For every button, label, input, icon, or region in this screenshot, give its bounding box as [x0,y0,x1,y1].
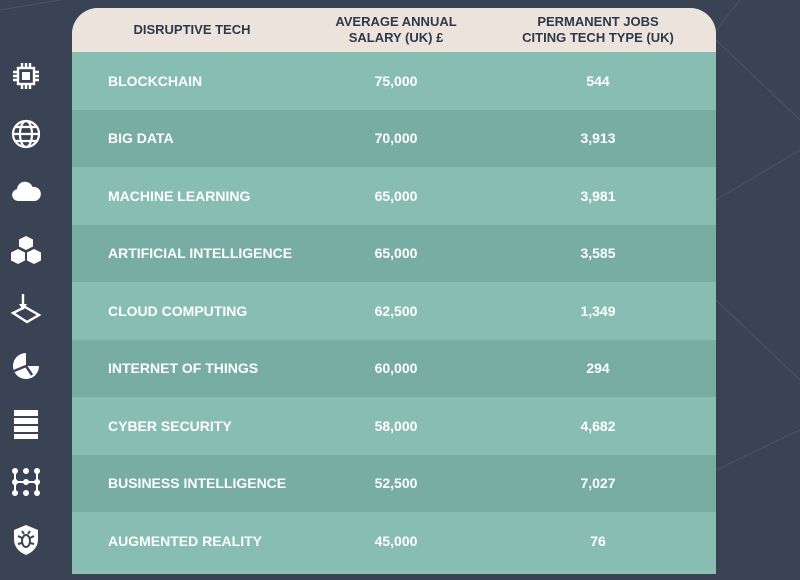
column-header-salary-line-1: AVERAGE ANNUAL [335,14,457,29]
table-body: BLOCKCHAIN 75,000 544 BIG DATA 70,000 3,… [72,52,716,570]
table-row: BIG DATA 70,000 3,913 [72,109,716,167]
column-header-jobs: PERMANENT JOBS CITING TECH TYPE (UK) [480,14,716,46]
shield-bug-icon [6,520,46,560]
jobs-value: 76 [590,532,606,549]
salary-table: DISRUPTIVE TECH AVERAGE ANNUAL SALARY (U… [72,8,716,574]
table-header: DISRUPTIVE TECH AVERAGE ANNUAL SALARY (U… [72,8,716,52]
table-row: MACHINE LEARNING 65,000 3,981 [72,167,716,225]
tech-name: CYBER SECURITY [108,417,232,434]
table-row: INTERNET OF THINGS 60,000 294 [72,339,716,397]
cloud-icon [6,172,46,212]
jobs-value: 294 [586,360,610,377]
column-header-salary-line-2: SALARY (UK) £ [348,30,444,45]
jobs-value: 3,981 [580,187,616,204]
salary-value: 70,000 [374,130,418,147]
tech-name: BIG DATA [108,130,174,147]
table-row: ARTIFICIAL INTELLIGENCE 65,000 3,585 [72,224,716,282]
tech-name: BUSINESS INTELLIGENCE [108,475,287,492]
column-header-tech: DISRUPTIVE TECH [133,22,251,37]
salary-value: 65,000 [374,187,418,204]
device-icon [6,288,46,328]
tech-name: BLOCKCHAIN [108,72,203,89]
salary-value: 58,000 [374,417,418,434]
table-row: BUSINESS INTELLIGENCE 52,500 7,027 [72,454,716,512]
column-header-jobs-line-2: CITING TECH TYPE (UK) [522,30,674,45]
tech-name: MACHINE LEARNING [108,187,251,204]
table-row: AUGMENTED REALITY 45,000 76 [72,512,716,570]
table-row: CLOUD COMPUTING 62,500 1,349 [72,282,716,340]
jobs-value: 544 [586,72,610,89]
cubes-icon [6,230,46,270]
globe-icon [6,114,46,154]
salary-value: 62,500 [374,302,418,319]
jobs-value: 1,349 [580,302,616,319]
server-icon [6,404,46,444]
network-icon [6,462,46,502]
jobs-value: 4,682 [580,417,616,434]
salary-value: 75,000 [374,72,418,89]
salary-value: 45,000 [374,532,418,549]
tech-name: INTERNET OF THINGS [108,360,259,377]
jobs-value: 7,027 [580,475,616,492]
chip-icon [6,56,46,96]
column-header-salary: AVERAGE ANNUAL SALARY (UK) £ [312,14,480,46]
jobs-value: 3,585 [580,245,616,262]
table-row: CYBER SECURITY 58,000 4,682 [72,397,716,455]
salary-value: 65,000 [374,245,418,262]
salary-value: 60,000 [374,360,418,377]
pie-icon [6,346,46,386]
tech-name: CLOUD COMPUTING [108,302,248,319]
salary-value: 52,500 [374,475,418,492]
tech-name: AUGMENTED REALITY [108,532,262,549]
jobs-value: 3,913 [580,130,616,147]
tech-name: ARTIFICIAL INTELLIGENCE [108,245,293,262]
table-row: BLOCKCHAIN 75,000 544 [72,52,716,110]
column-header-jobs-line-1: PERMANENT JOBS [537,14,659,29]
